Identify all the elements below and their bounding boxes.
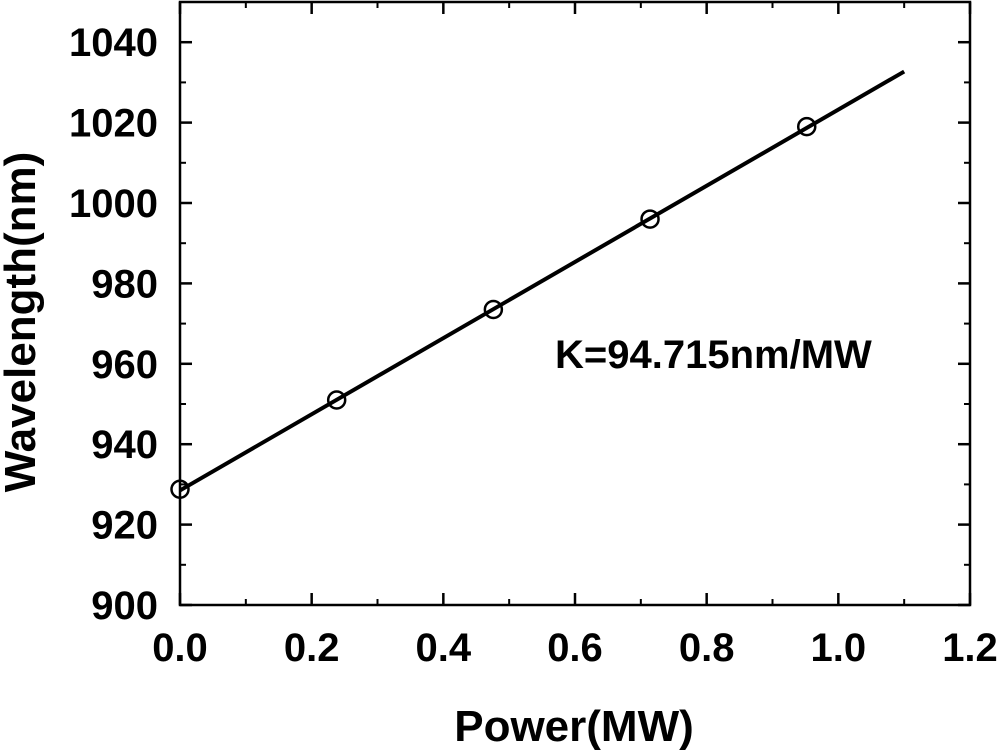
y-tick-label: 940 xyxy=(91,423,158,467)
data-point xyxy=(640,209,660,229)
x-tick-label: 1.0 xyxy=(811,626,867,670)
y-tick-label: 1000 xyxy=(69,182,158,226)
y-axis-ticks: 900 920 940 960 980 1000 1020 1040 xyxy=(69,1,970,628)
y-tick-label: 960 xyxy=(91,343,158,387)
slope-annotation: K=94.715nm/MW xyxy=(555,333,872,377)
x-tick-label: 0.6 xyxy=(547,626,603,670)
data-point xyxy=(483,299,504,320)
x-axis-ticks: 0.0 0.2 0.4 0.6 0.8 1.0 1.2 xyxy=(152,2,998,670)
x-axis-title: Power(MW) xyxy=(454,702,694,751)
x-tick-label: 1.2 xyxy=(942,626,998,670)
y-tick-label: 920 xyxy=(91,504,158,548)
plot-frame xyxy=(178,0,972,607)
data-point xyxy=(796,116,817,137)
y-axis-title: Wavelength(nm) xyxy=(0,152,45,493)
fit-line xyxy=(178,69,906,493)
fit-line-group xyxy=(178,69,906,493)
x-tick-label: 0.0 xyxy=(152,626,208,670)
y-tick-label: 980 xyxy=(91,262,158,306)
x-tick-label: 0.8 xyxy=(679,626,735,670)
data-points xyxy=(170,116,817,499)
data-point xyxy=(170,479,190,499)
data-point xyxy=(326,390,347,410)
y-tick-label: 1020 xyxy=(69,102,158,146)
x-tick-label: 0.2 xyxy=(284,626,340,670)
y-tick-label: 900 xyxy=(91,584,158,628)
x-tick-label: 0.4 xyxy=(416,626,472,670)
plot-border xyxy=(178,0,972,607)
y-tick-label: 1040 xyxy=(69,21,158,65)
